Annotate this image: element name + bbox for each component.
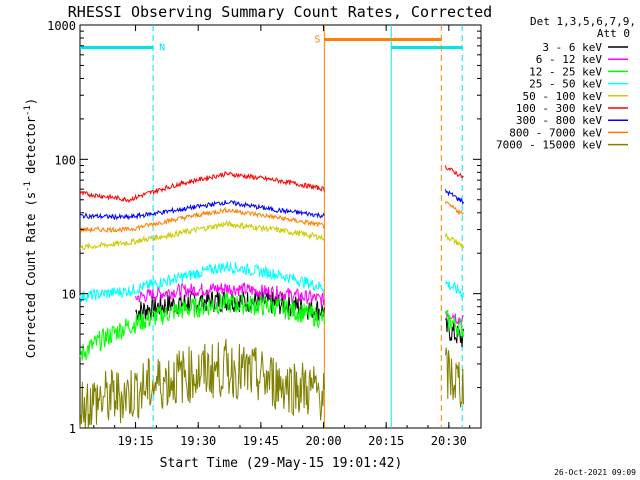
series-line-4-seg-0 [79, 219, 325, 251]
legend-label-2: 12 - 25 keV [529, 65, 602, 78]
series-line-6-seg-1 [445, 189, 464, 206]
legend-label-7: 800 - 7000 keV [509, 126, 602, 139]
y-tick-label-2: 100 [54, 153, 76, 167]
chart-title: RHESSI Observing Summary Count Rates, Co… [68, 3, 492, 21]
x-tick-label-5: 20:30 [431, 434, 467, 448]
legend-label-0: 3 - 6 keV [542, 41, 602, 54]
series-line-8-seg-0 [79, 338, 325, 429]
legend-label-4: 50 - 100 keV [523, 90, 603, 103]
timestamp: 26-Oct-2021 09:09 [554, 468, 636, 477]
legend-label-8: 7000 - 15000 keV [496, 139, 602, 152]
legend-title: Det 1,3,5,6,7,9, [530, 15, 636, 28]
series-line-3-seg-0 [79, 261, 325, 303]
series-layer [79, 165, 464, 429]
y-axis-label-main: Corrected Count Rate (s [24, 192, 38, 358]
series-line-2-seg-0 [79, 291, 325, 361]
x-tick-label-0: 19:15 [117, 434, 153, 448]
series-line-8-seg-1 [445, 347, 464, 408]
y-axis-label-end: ) [24, 98, 38, 105]
series-line-6-seg-0 [79, 200, 325, 221]
x-axis-label: Start Time (29-May-15 19:01:42) [160, 456, 403, 471]
axes-layer: 19:15 19:30 19:45 20:00 20:15 20:30 1 10 100 1000 [47, 19, 481, 448]
plot-frame [79, 24, 482, 429]
y-tick-label-0: 1 [69, 422, 76, 436]
x-tick-label-3: 20:00 [305, 434, 341, 448]
series-line-3-seg-1 [445, 280, 464, 298]
y-axis-label: Corrected Count Rate (s-1 detector-1) [23, 98, 38, 358]
flags-layer: NS [80, 34, 463, 53]
x-tick-label-4: 20:15 [368, 434, 404, 448]
legend-subtitle: Att 0 [597, 27, 630, 40]
legend-label-3: 25 - 50 keV [529, 78, 602, 91]
x-tick-label-1: 19:30 [180, 434, 216, 448]
y-axis-label-mid: detector [24, 116, 38, 181]
series-line-5-seg-0 [79, 170, 325, 204]
legend-label-5: 100 - 300 keV [516, 102, 602, 115]
x-tick-label-2: 19:45 [243, 434, 279, 448]
series-line-7-seg-1 [445, 200, 464, 215]
series-line-4-seg-1 [445, 232, 464, 250]
series-line-5-seg-1 [445, 165, 464, 179]
flag-label-1: S [314, 34, 320, 45]
y-axis-label-sup2: -1 [23, 105, 33, 116]
series-line-1-seg-0 [135, 281, 325, 306]
y-axis-label-sup1: -1 [23, 181, 33, 192]
legend-label-6: 300 - 800 keV [516, 114, 602, 127]
y-tick-label-1: 10 [62, 288, 76, 302]
legend-label-1: 6 - 12 keV [536, 53, 603, 66]
flag-label-0: N [159, 42, 165, 53]
y-tick-label-3: 1000 [47, 19, 76, 33]
series-line-2-seg-1 [445, 309, 464, 338]
series-line-7-seg-0 [79, 206, 325, 234]
